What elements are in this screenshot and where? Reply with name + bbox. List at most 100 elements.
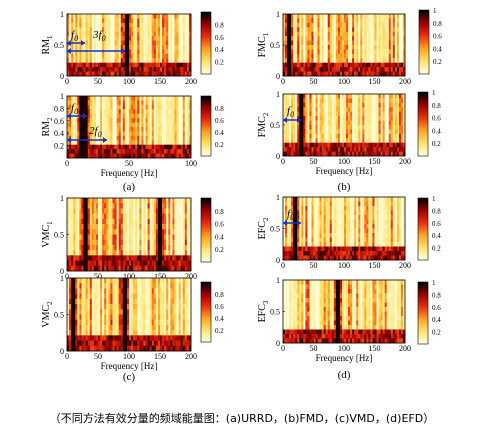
heatmap-cell [157, 149, 161, 154]
heatmap-cell [126, 22, 130, 28]
heatmap-cell [85, 149, 88, 154]
heatmap-cell [368, 67, 371, 72]
heatmap-cell [297, 62, 300, 68]
heatmap-cell [285, 67, 288, 72]
heatmap-cell [188, 304, 192, 310]
heatmap-cell [149, 278, 153, 284]
heatmap-cell [120, 250, 124, 256]
heatmap-cell [131, 244, 134, 251]
heatmap-cell [301, 129, 304, 135]
heatmap-cell [188, 100, 192, 106]
heatmap-cell [337, 107, 341, 113]
heatmap-cell [79, 255, 82, 261]
heatmap-cell [344, 98, 347, 104]
heatmap-cell [164, 62, 167, 68]
heatmap-cell [388, 151, 392, 157]
heatmap-cell [131, 104, 134, 110]
heatmap-cell [139, 58, 142, 64]
heatmap-cell [186, 58, 190, 64]
colorbar-swatch [201, 126, 211, 129]
colorbar-swatch [201, 254, 211, 257]
heatmap-cell [93, 293, 97, 300]
heatmap-cell [141, 198, 144, 204]
heatmap-cell [380, 71, 383, 77]
heatmap-cell [166, 304, 169, 310]
heatmap-cell [135, 203, 138, 209]
heatmap-cell [145, 45, 148, 50]
heatmap-cell [133, 304, 136, 310]
heatmap-cell [114, 122, 117, 128]
heatmap-cell [174, 203, 177, 209]
heatmap-cell [124, 198, 128, 204]
heatmap-cell [151, 27, 155, 33]
heatmap-cell [153, 40, 157, 46]
heatmap-cell [116, 122, 119, 128]
heatmap-cell [139, 36, 142, 41]
heatmap-cell [145, 278, 148, 284]
heatmap-cell [124, 239, 128, 246]
colorbar-swatch [201, 127, 211, 131]
heatmap-cell [87, 67, 91, 72]
annotation-label: 3f0 [92, 29, 106, 43]
heatmap-cell [374, 102, 377, 108]
heatmap-cell [309, 49, 312, 55]
heatmap-cell [164, 14, 167, 19]
heatmap-cell [186, 62, 190, 68]
heatmap-cell [339, 22, 343, 28]
heatmap-cell [149, 144, 153, 150]
heatmap-cell [329, 120, 333, 126]
heatmap-cell [168, 239, 171, 246]
heatmap-cell [186, 293, 190, 300]
heatmap-cell [112, 298, 115, 305]
heatmap-cell [118, 278, 122, 284]
heatmap-cell [122, 122, 126, 128]
heatmap-cell [139, 239, 142, 246]
heatmap-cell [335, 40, 339, 46]
heatmap-cell [168, 293, 171, 300]
heatmap-cell [293, 125, 296, 130]
heatmap-cell [178, 58, 181, 64]
heatmap-cell [160, 53, 163, 59]
heatmap-cell [77, 293, 80, 300]
heatmap-cell [160, 208, 163, 214]
colorbar-swatch [201, 33, 211, 36]
heatmap-cell [287, 138, 290, 144]
heatmap-cell [346, 94, 349, 99]
heatmap-cell [135, 104, 138, 110]
heatmap-cell [93, 218, 97, 225]
heatmap-cell [143, 144, 146, 150]
heatmap-cell [87, 298, 91, 305]
heatmap-cell [67, 250, 70, 256]
heatmap-cell [402, 98, 406, 104]
heatmap-cell [293, 94, 296, 99]
colorbar-swatch [201, 222, 211, 225]
heatmap-cell [122, 45, 126, 50]
heatmap-cell [133, 314, 136, 321]
heatmap-cell [81, 255, 84, 261]
heatmap-cell [319, 116, 322, 121]
heatmap-cell [69, 244, 72, 251]
heatmap-cell [95, 293, 99, 300]
heatmap-cell [108, 293, 111, 300]
heatmap-cell [93, 278, 97, 284]
heatmap-cell [321, 71, 324, 77]
heatmap-cell [126, 255, 130, 261]
heatmap-cell [303, 27, 306, 33]
heatmap-cell [329, 40, 333, 46]
heatmap-cell [378, 67, 381, 72]
heatmap-cell [85, 283, 88, 289]
heatmap-cell [184, 208, 188, 214]
colorbar-swatch [201, 72, 211, 75]
heatmap-cell [184, 298, 188, 305]
heatmap-cell [184, 250, 188, 256]
heatmap-cell [396, 147, 400, 152]
heatmap-cell [102, 71, 105, 77]
heatmap-cell [79, 288, 82, 294]
heatmap-cell [73, 203, 76, 209]
heatmap-cell [149, 314, 153, 321]
heatmap-cell [89, 135, 93, 141]
heatmap-cell [339, 147, 343, 152]
heatmap-cell [172, 149, 175, 154]
heatmap-cell [396, 45, 400, 50]
heatmap-cell [122, 239, 126, 246]
